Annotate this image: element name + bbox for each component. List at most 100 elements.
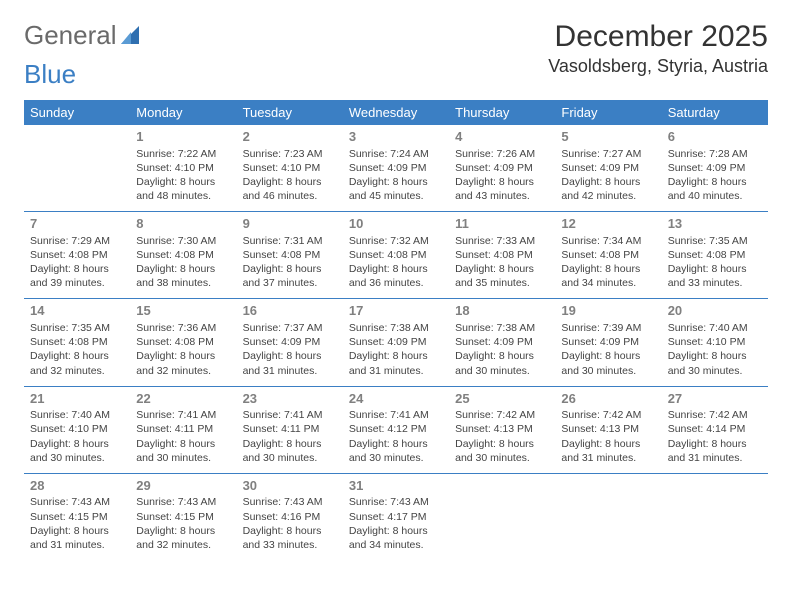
day-sunset: Sunset: 4:13 PM bbox=[561, 422, 655, 436]
day-sunrise: Sunrise: 7:33 AM bbox=[455, 234, 549, 248]
day-sunrise: Sunrise: 7:42 AM bbox=[668, 408, 762, 422]
day-sunrise: Sunrise: 7:41 AM bbox=[243, 408, 337, 422]
day-header-row: Sunday Monday Tuesday Wednesday Thursday… bbox=[24, 100, 768, 125]
day-daylight1: Daylight: 8 hours bbox=[30, 262, 124, 276]
day-number: 26 bbox=[561, 390, 655, 408]
day-daylight2: and 33 minutes. bbox=[243, 538, 337, 552]
calendar-day-cell: 12Sunrise: 7:34 AMSunset: 4:08 PMDayligh… bbox=[555, 212, 661, 299]
day-sunset: Sunset: 4:08 PM bbox=[455, 248, 549, 262]
calendar-day-cell: 10Sunrise: 7:32 AMSunset: 4:08 PMDayligh… bbox=[343, 212, 449, 299]
calendar-week-row: 14Sunrise: 7:35 AMSunset: 4:08 PMDayligh… bbox=[24, 299, 768, 386]
calendar-day-cell: 26Sunrise: 7:42 AMSunset: 4:13 PMDayligh… bbox=[555, 386, 661, 473]
day-number: 16 bbox=[243, 302, 337, 320]
day-sunset: Sunset: 4:09 PM bbox=[668, 161, 762, 175]
day-daylight1: Daylight: 8 hours bbox=[561, 437, 655, 451]
calendar-week-row: 7Sunrise: 7:29 AMSunset: 4:08 PMDaylight… bbox=[24, 212, 768, 299]
day-number: 30 bbox=[243, 477, 337, 495]
title-block: December 2025 Vasoldsberg, Styria, Austr… bbox=[548, 20, 768, 77]
calendar-day-cell: 8Sunrise: 7:30 AMSunset: 4:08 PMDaylight… bbox=[130, 212, 236, 299]
day-number: 2 bbox=[243, 128, 337, 146]
day-number: 6 bbox=[668, 128, 762, 146]
logo-sail-icon bbox=[121, 26, 147, 46]
day-daylight1: Daylight: 8 hours bbox=[243, 437, 337, 451]
day-daylight1: Daylight: 8 hours bbox=[136, 524, 230, 538]
day-daylight1: Daylight: 8 hours bbox=[455, 437, 549, 451]
day-daylight1: Daylight: 8 hours bbox=[349, 349, 443, 363]
day-daylight2: and 34 minutes. bbox=[561, 276, 655, 290]
calendar-table: Sunday Monday Tuesday Wednesday Thursday… bbox=[24, 100, 768, 560]
day-daylight2: and 30 minutes. bbox=[668, 364, 762, 378]
day-sunset: Sunset: 4:11 PM bbox=[243, 422, 337, 436]
day-daylight1: Daylight: 8 hours bbox=[30, 437, 124, 451]
day-sunrise: Sunrise: 7:38 AM bbox=[349, 321, 443, 335]
day-daylight1: Daylight: 8 hours bbox=[561, 262, 655, 276]
day-sunset: Sunset: 4:12 PM bbox=[349, 422, 443, 436]
day-daylight1: Daylight: 8 hours bbox=[455, 262, 549, 276]
day-sunset: Sunset: 4:10 PM bbox=[30, 422, 124, 436]
day-daylight2: and 32 minutes. bbox=[136, 538, 230, 552]
logo-text-a: General bbox=[24, 20, 117, 51]
day-sunset: Sunset: 4:09 PM bbox=[455, 335, 549, 349]
day-number: 8 bbox=[136, 215, 230, 233]
calendar-day-cell: 9Sunrise: 7:31 AMSunset: 4:08 PMDaylight… bbox=[237, 212, 343, 299]
calendar-day-cell bbox=[24, 125, 130, 212]
day-daylight2: and 30 minutes. bbox=[30, 451, 124, 465]
day-sunrise: Sunrise: 7:41 AM bbox=[349, 408, 443, 422]
calendar-day-cell: 29Sunrise: 7:43 AMSunset: 4:15 PMDayligh… bbox=[130, 473, 236, 560]
day-sunrise: Sunrise: 7:41 AM bbox=[136, 408, 230, 422]
day-number: 23 bbox=[243, 390, 337, 408]
location-text: Vasoldsberg, Styria, Austria bbox=[548, 56, 768, 77]
day-daylight1: Daylight: 8 hours bbox=[349, 262, 443, 276]
day-number: 19 bbox=[561, 302, 655, 320]
day-sunset: Sunset: 4:09 PM bbox=[243, 335, 337, 349]
day-sunrise: Sunrise: 7:35 AM bbox=[668, 234, 762, 248]
day-daylight1: Daylight: 8 hours bbox=[136, 262, 230, 276]
day-sunrise: Sunrise: 7:24 AM bbox=[349, 147, 443, 161]
day-daylight2: and 31 minutes. bbox=[243, 364, 337, 378]
day-number: 9 bbox=[243, 215, 337, 233]
day-sunset: Sunset: 4:08 PM bbox=[30, 248, 124, 262]
calendar-day-cell: 19Sunrise: 7:39 AMSunset: 4:09 PMDayligh… bbox=[555, 299, 661, 386]
calendar-day-cell: 15Sunrise: 7:36 AMSunset: 4:08 PMDayligh… bbox=[130, 299, 236, 386]
day-number: 22 bbox=[136, 390, 230, 408]
day-daylight1: Daylight: 8 hours bbox=[243, 262, 337, 276]
day-number: 21 bbox=[30, 390, 124, 408]
calendar-day-cell: 13Sunrise: 7:35 AMSunset: 4:08 PMDayligh… bbox=[662, 212, 768, 299]
calendar-week-row: 1Sunrise: 7:22 AMSunset: 4:10 PM Daylight… bbox=[24, 125, 768, 212]
day-daylight1: Daylight: 8 hours bbox=[668, 175, 762, 189]
day-sunrise: Sunrise: 7:40 AM bbox=[668, 321, 762, 335]
day-sunrise: Sunrise: 7:37 AM bbox=[243, 321, 337, 335]
day-daylight2: and 33 minutes. bbox=[668, 276, 762, 290]
day-number: 25 bbox=[455, 390, 549, 408]
day-sunrise: Sunrise: 7:22 AM bbox=[136, 147, 230, 161]
day-daylight1: Daylight: 8 hours bbox=[455, 349, 549, 363]
calendar-day-cell bbox=[449, 473, 555, 560]
calendar-day-cell: 2Sunrise: 7:23 AMSunset: 4:10 PMDaylight… bbox=[237, 125, 343, 212]
day-number: 15 bbox=[136, 302, 230, 320]
header-thursday: Thursday bbox=[449, 100, 555, 125]
day-sunset: Sunset: 4:08 PM bbox=[561, 248, 655, 262]
day-number: 1 bbox=[136, 128, 230, 146]
day-sunset: Sunset: 4:15 PM bbox=[30, 510, 124, 524]
calendar-day-cell: 27Sunrise: 7:42 AMSunset: 4:14 PMDayligh… bbox=[662, 386, 768, 473]
day-sunset: Sunset: 4:08 PM bbox=[349, 248, 443, 262]
day-number: 29 bbox=[136, 477, 230, 495]
day-sunrise: Sunrise: 7:36 AM bbox=[136, 321, 230, 335]
day-daylight1: Daylight: 8 hours bbox=[243, 524, 337, 538]
day-sunset: Sunset: 4:17 PM bbox=[349, 510, 443, 524]
day-sunset: Sunset: 4:16 PM bbox=[243, 510, 337, 524]
day-daylight2: and 38 minutes. bbox=[136, 276, 230, 290]
day-daylight1: Daylight: 8 hours bbox=[30, 349, 124, 363]
header-wednesday: Wednesday bbox=[343, 100, 449, 125]
header-friday: Friday bbox=[555, 100, 661, 125]
calendar-day-cell: 16Sunrise: 7:37 AMSunset: 4:09 PMDayligh… bbox=[237, 299, 343, 386]
day-number: 17 bbox=[349, 302, 443, 320]
logo: General bbox=[24, 20, 147, 51]
day-daylight2: and 35 minutes. bbox=[455, 276, 549, 290]
day-number: 7 bbox=[30, 215, 124, 233]
day-daylight2: and 30 minutes. bbox=[243, 451, 337, 465]
day-daylight2: and 45 minutes. bbox=[349, 189, 443, 203]
day-daylight2: and 30 minutes. bbox=[136, 451, 230, 465]
calendar-day-cell: 20Sunrise: 7:40 AMSunset: 4:10 PMDayligh… bbox=[662, 299, 768, 386]
day-sunset: Sunset: 4:10 PM bbox=[136, 161, 230, 175]
